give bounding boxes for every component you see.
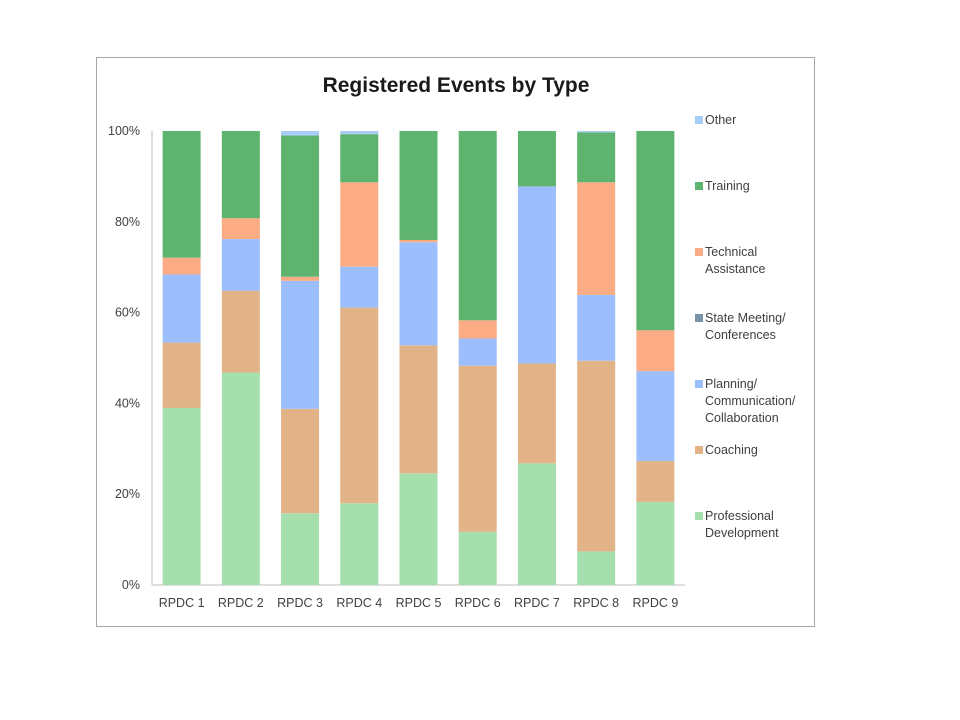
bar-segment [162,407,201,585]
bar-segment [458,320,497,339]
legend-label: Development [705,526,779,540]
bar-segment [517,463,556,585]
legend-label: Communication/ [705,394,796,408]
x-tick-label: RPDC 3 [277,596,323,610]
bar-segment [458,131,497,321]
y-tick-label: 80% [115,215,140,229]
bar-segment [577,294,616,361]
legend-label: Training [705,179,750,193]
stacked-bar-chart: Registered Events by Type 0% 20% 40% 60% 80%… [108,74,796,610]
y-tick-label: 40% [115,396,140,410]
legend-swatch [695,182,703,190]
bar-segment [577,131,616,133]
bar-segment [399,239,438,243]
legend-label: Collaboration [705,411,779,425]
legend-label: Technical [705,245,757,259]
bar-segment [162,342,201,408]
legend-label: State Meeting/ [705,311,786,325]
bar-segment [221,239,260,291]
bar-segment [340,307,379,504]
x-tick-label: RPDC 2 [218,596,264,610]
bar-segment [517,363,556,464]
legend-swatch [695,116,703,124]
bar-segment [636,131,675,331]
x-tick-label: RPDC 5 [396,596,442,610]
bar-segment [636,371,675,462]
bar-segment [340,266,379,308]
bar-segment [281,408,320,514]
bar-segment [517,186,556,364]
bar-segment [281,276,320,281]
bar-segment [636,330,675,372]
bar-segment [281,135,320,277]
bar-segment [162,274,201,343]
bar-segment [399,242,438,346]
legend-swatch [695,512,703,520]
y-tick-label: 60% [115,306,140,320]
bar-segment [281,513,320,585]
legend-label: Other [705,113,736,127]
plot-area: 0% 20% 40% 60% 80% 100% RPDC 1 RPDC 2 RPDC 3 RPDC… [108,124,685,610]
bar-segment [221,218,260,240]
bar-segment [221,290,260,373]
y-tick-label: 100% [108,124,140,138]
legend-label: Conferences [705,328,776,342]
bar-segment [340,134,379,183]
bar-segment [281,280,320,409]
bar-segment [162,257,201,275]
x-tick-label: RPDC 8 [573,596,619,610]
bar-segment [517,131,556,187]
bar-segment [577,551,616,585]
bar-segment [577,182,616,295]
bar-segment [636,501,675,585]
legend-swatch [695,446,703,454]
bar-segment [399,131,438,240]
bar-segment [281,131,320,136]
legend-label: Coaching [705,443,758,457]
x-tick-label: RPDC 1 [159,596,205,610]
x-tick-label: RPDC 7 [514,596,560,610]
bar-segment [221,372,260,585]
bar-segment [458,338,497,366]
legend-swatch [695,380,703,388]
legend-label: Professional [705,509,774,523]
bar-segment [399,345,438,474]
bar-segment [221,131,260,219]
chart-frame: Registered Events by Type 0% 20% 40% 60% 80%… [96,57,815,627]
bar-segment [340,503,379,585]
chart-title: Registered Events by Type [323,74,590,97]
legend: Other Training Technical Assistance State Me… [695,113,796,540]
bar-segment [340,131,379,135]
legend-label: Planning/ [705,377,758,391]
y-tick-label: 0% [122,578,140,592]
bar-segment [399,473,438,585]
bar-segment [636,461,675,502]
legend-swatch [695,248,703,256]
x-tick-label: RPDC 6 [455,596,501,610]
bar-segment [340,182,379,267]
x-tick-label: RPDC 4 [336,596,382,610]
bar-segment [162,131,201,258]
x-tick-label: RPDC 9 [632,596,678,610]
legend-label: Assistance [705,262,765,276]
bar-segment [458,365,497,532]
y-tick-label: 20% [115,487,140,501]
bar-segment [458,531,497,585]
legend-swatch [695,314,703,322]
bar-segment [577,360,616,552]
bar-segment [577,132,616,183]
